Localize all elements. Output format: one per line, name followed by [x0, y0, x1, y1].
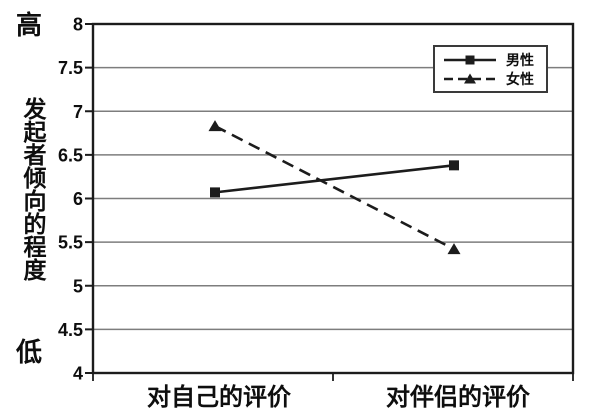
series-0-square-marker: [210, 187, 220, 198]
y-tick-label: 5: [73, 276, 83, 296]
y-tick-label: 6: [73, 189, 83, 209]
female-dashed-line-triangle-icon: [444, 73, 496, 83]
series-1-triangle-marker: [447, 243, 461, 255]
series-line-0: [214, 164, 455, 194]
legend: 男性 女性: [433, 45, 548, 93]
y-tick-label: 5.5: [58, 233, 83, 253]
y-tick-label: 7.5: [58, 58, 83, 78]
series-0-square-marker: [449, 160, 459, 171]
y-tick-label: 4.5: [58, 320, 83, 340]
y-tick-label: 6.5: [58, 145, 83, 165]
x-category-label-self: 对自己的评价: [147, 384, 291, 411]
legend-label-female: 女性: [506, 70, 534, 87]
y-axis-title: 发起者倾向的程度: [20, 97, 46, 281]
legend-label-male: 男性: [506, 51, 534, 68]
legend-item-male: 男性: [443, 51, 546, 68]
legend-item-female: 女性: [443, 70, 546, 87]
y-axis-low-label: 低: [16, 337, 43, 367]
series-line-1: [214, 124, 455, 251]
y-tick-label: 4: [73, 364, 83, 384]
series-1-triangle-marker: [208, 120, 222, 132]
y-tick-label: 7: [73, 102, 83, 122]
x-category-label-partner: 对伴侣的评价: [386, 384, 530, 411]
y-tick-label: 8: [73, 15, 83, 35]
y-axis-high-label: 高: [16, 10, 43, 40]
male-solid-line-square-icon: [444, 55, 496, 64]
